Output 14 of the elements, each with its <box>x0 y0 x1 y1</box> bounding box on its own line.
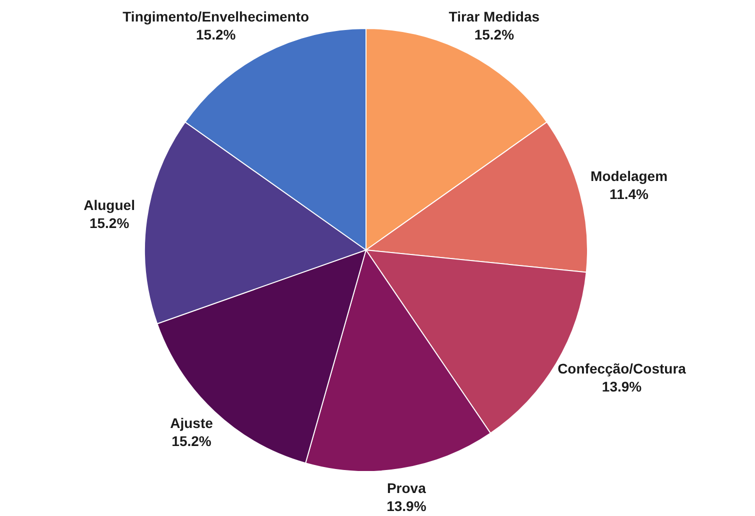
data-label: 15.2% <box>89 215 130 232</box>
slice-label: Aluguel <box>84 197 135 214</box>
data-label: 13.9% <box>602 378 642 395</box>
slice-label: Confecção/Costura <box>558 360 686 377</box>
slice-label: Ajuste <box>170 415 214 432</box>
slice-label: Tingimento/Envelhecimento <box>122 8 310 24</box>
data-label: 15.2% <box>196 26 236 42</box>
data-label: 15.2% <box>474 26 515 42</box>
slice-label: Tirar Medidas <box>448 8 540 24</box>
data-label: 13.9% <box>386 498 427 514</box>
data-label: 11.4% <box>610 186 650 202</box>
data-label: 15.2% <box>172 433 212 450</box>
slice-label: Modelagem <box>590 168 668 184</box>
slice-label: Prova <box>386 480 426 496</box>
